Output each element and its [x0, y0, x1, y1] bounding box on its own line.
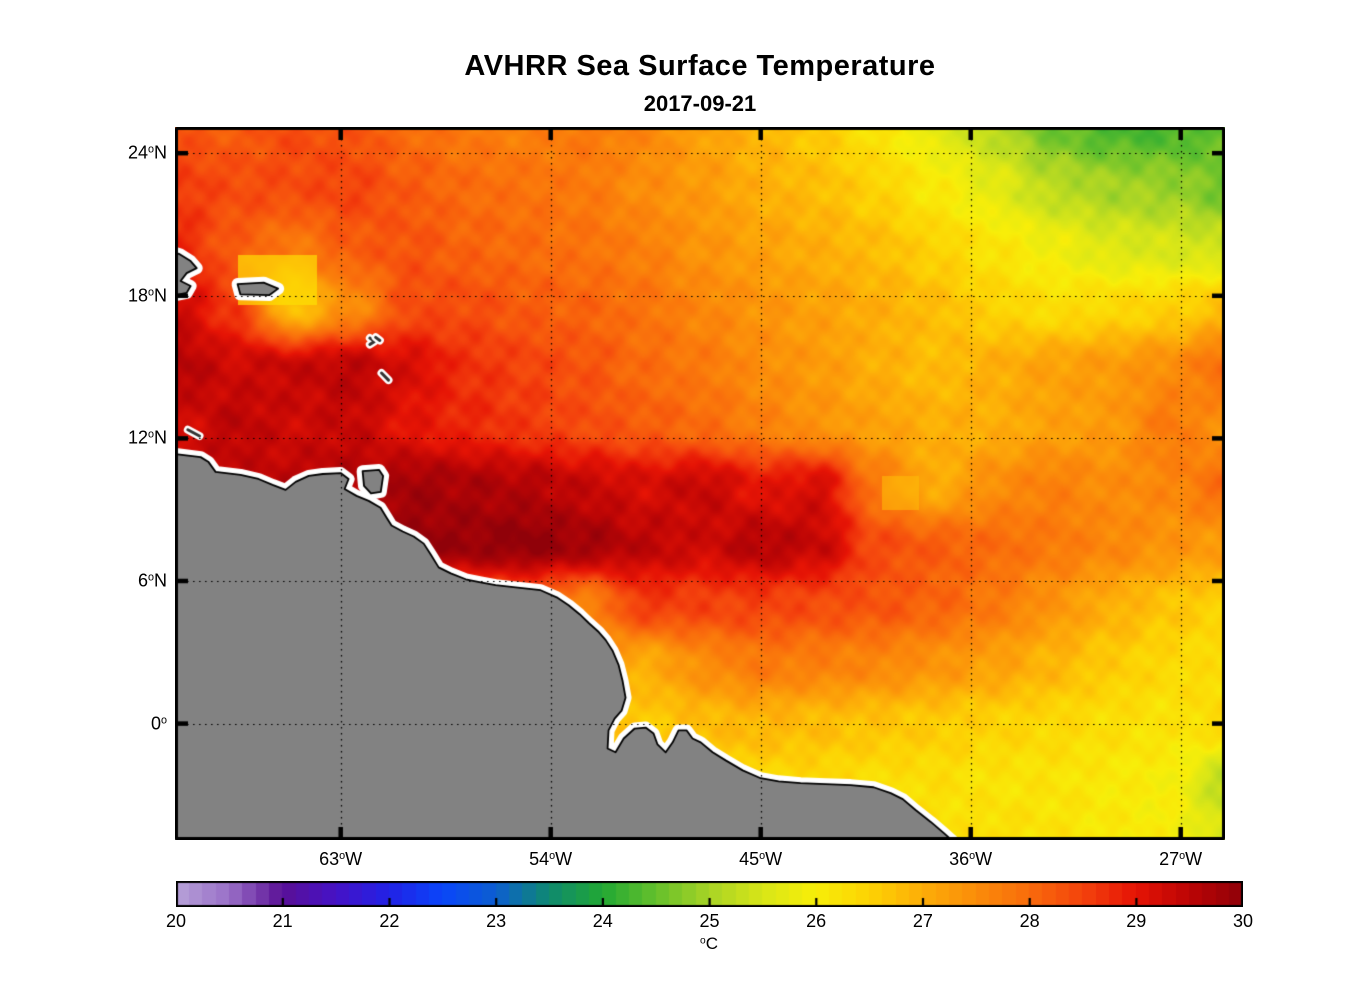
sst-map-canvas	[175, 127, 1225, 840]
chart-title: AVHRR Sea Surface Temperature	[464, 50, 936, 82]
degree-symbol: o	[147, 143, 154, 156]
colorbar-tick-label: 30	[1232, 911, 1254, 931]
x-tick-label: 36oW	[949, 849, 993, 869]
x-tick-label: 45oW	[739, 849, 783, 869]
degree-symbol: o	[147, 428, 154, 441]
degree-symbol: o	[700, 935, 706, 947]
colorbar-tick-label: 25	[699, 911, 720, 931]
y-tick-label: 6oN	[137, 570, 167, 591]
colorbar-tick-label: 27	[912, 911, 933, 931]
y-tick-label: 24oN	[127, 142, 167, 163]
degree-symbol: o	[759, 850, 766, 863]
degree-symbol: o	[147, 286, 154, 299]
colorbar-tick-label: 23	[486, 911, 507, 931]
degree-symbol: o	[1179, 850, 1186, 863]
degree-symbol: o	[549, 850, 556, 863]
x-tick-label: 54oW	[529, 849, 573, 869]
degree-symbol: o	[339, 850, 346, 863]
x-tick-label: 27oW	[1159, 849, 1203, 869]
colorbar-tick-label: 20	[165, 911, 187, 931]
colorbar-tick-label: 29	[1126, 911, 1147, 931]
colorbar-tick-label: 28	[1019, 911, 1040, 931]
colorbar-canvas	[176, 881, 1243, 907]
degree-symbol: o	[160, 714, 167, 727]
colorbar-unit-label: oC	[700, 934, 718, 953]
degree-symbol: o	[147, 571, 154, 584]
chart-subtitle: 2017-09-21	[643, 91, 757, 116]
degree-symbol: o	[969, 850, 976, 863]
colorbar-tick-label: 22	[379, 911, 400, 931]
y-tick-label: 0o	[150, 713, 167, 734]
colorbar-tick-label: 21	[272, 911, 293, 931]
y-tick-label: 12oN	[127, 427, 167, 448]
x-tick-label: 63oW	[319, 849, 363, 869]
y-tick-label: 18oN	[127, 285, 167, 306]
colorbar-tick-label: 26	[806, 911, 827, 931]
colorbar-tick-label: 24	[592, 911, 613, 931]
